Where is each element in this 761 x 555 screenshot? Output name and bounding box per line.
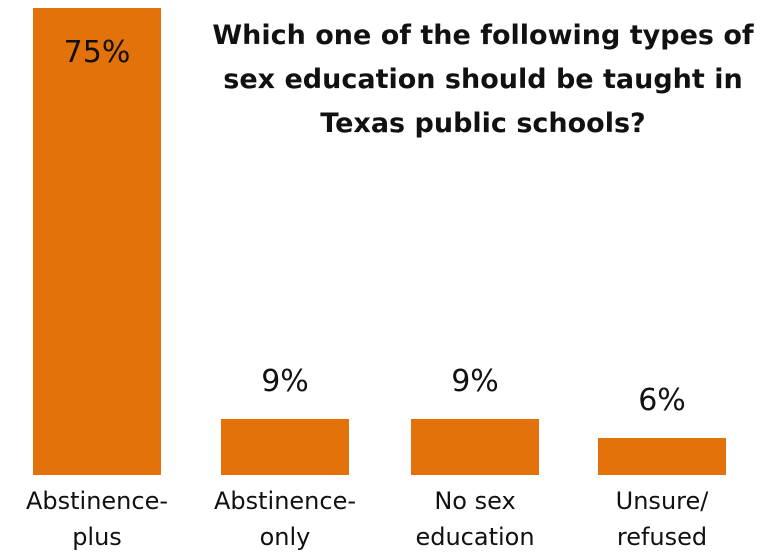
chart-title-line: sex education should be taught in [223, 64, 743, 95]
category-label-line: No sex [434, 487, 516, 515]
category-label: Abstinence-only [191, 483, 379, 555]
bar [221, 419, 349, 475]
chart-title-line: Which one of the following types of [212, 20, 754, 51]
category-label-line: education [415, 523, 535, 551]
category-label-line: Abstinence- [25, 487, 169, 515]
category-label-line: refused [616, 523, 708, 551]
category-label: No sex education [381, 483, 569, 555]
data-label: 9% [261, 364, 309, 399]
chart-title: Which one of the following types of sex … [205, 14, 761, 146]
category-label-line: only [259, 523, 311, 551]
category-label-line: Unsure/ [615, 487, 709, 515]
category-label-line: plus [72, 523, 122, 551]
data-label: 6% [638, 383, 686, 418]
category-label: Abstinence-plus [3, 483, 191, 555]
category-label: Unsure/refused [568, 483, 756, 555]
bar [598, 438, 726, 475]
data-label: 75% [63, 35, 131, 70]
category-label-line: Abstinence- [213, 487, 357, 515]
bar [33, 8, 161, 475]
chart-title-line: Texas public schools? [320, 108, 646, 139]
bar [411, 419, 539, 475]
data-label: 9% [451, 364, 499, 399]
